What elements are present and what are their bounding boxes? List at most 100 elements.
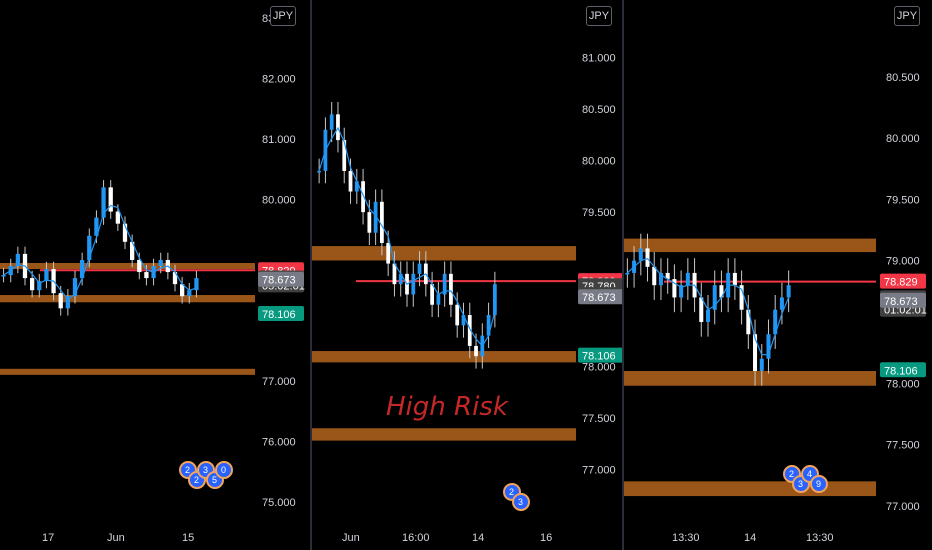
price-tag: 78.673 xyxy=(582,292,616,304)
candle-body xyxy=(461,315,466,326)
candle-body xyxy=(732,272,737,286)
event-badge-label: 3 xyxy=(518,497,523,507)
candle-body xyxy=(705,309,711,322)
candle-body xyxy=(398,273,403,285)
candle-body xyxy=(492,284,497,316)
y-axis-tick: 81.000 xyxy=(582,53,616,65)
y-axis-tick: 80.000 xyxy=(262,194,296,206)
supply-demand-zone xyxy=(0,368,255,375)
y-axis-tick: 76.000 xyxy=(262,436,296,448)
candle-body xyxy=(87,235,92,260)
event-badge xyxy=(810,475,828,493)
price-tag: 78.673 xyxy=(262,275,296,287)
candle-body xyxy=(719,285,724,298)
currency-label[interactable]: JPY xyxy=(586,6,612,26)
candle-body xyxy=(759,358,764,372)
candle-body xyxy=(739,285,744,310)
candle-body xyxy=(37,281,42,291)
event-badge-label: 2 xyxy=(509,487,514,497)
candle-body xyxy=(685,272,690,286)
candle-body xyxy=(430,284,434,305)
candle-body xyxy=(194,278,199,291)
price-tag: 78.829 xyxy=(884,277,918,289)
candle-body xyxy=(94,217,99,236)
event-badge-label: 9 xyxy=(816,479,821,489)
candle-body xyxy=(779,297,784,310)
event-badge-label: 2 xyxy=(194,475,199,485)
candle-body xyxy=(449,273,453,305)
candle-body xyxy=(746,309,751,335)
y-axis-tick: 80.000 xyxy=(886,133,920,145)
candle-body xyxy=(467,315,472,346)
price-tag-bg xyxy=(880,292,926,308)
event-badge-label: 2 xyxy=(185,465,190,475)
y-axis-tick: 79.000 xyxy=(886,256,920,268)
x-axis-tick: 13:30 xyxy=(806,532,834,544)
y-axis-tick: 77.500 xyxy=(886,440,920,452)
currency-label[interactable]: JPY xyxy=(894,6,920,26)
x-axis-tick: 17 xyxy=(42,532,54,544)
x-axis-tick: 14 xyxy=(472,532,484,544)
y-axis-tick: 80.000 xyxy=(582,156,616,168)
price-tag: 78.106 xyxy=(582,351,616,363)
candle-body xyxy=(373,201,378,233)
event-badge-label: 3 xyxy=(203,465,208,475)
candle-body xyxy=(455,304,460,326)
candle-body xyxy=(474,345,478,357)
y-axis-tick: 82.000 xyxy=(262,74,296,86)
x-axis-tick: 15 xyxy=(182,532,194,544)
event-badge xyxy=(512,493,530,511)
candle-body xyxy=(645,248,650,267)
x-axis-tick: 16 xyxy=(540,532,552,544)
candle-body xyxy=(65,296,70,309)
y-axis-tick: 77.000 xyxy=(262,376,296,388)
candle-body xyxy=(786,285,791,298)
moving-average-line xyxy=(318,126,496,347)
x-axis-tick: 14 xyxy=(744,532,756,544)
y-axis-tick: 81.000 xyxy=(262,134,296,146)
price-tag-bg xyxy=(578,289,622,305)
candle-body xyxy=(753,334,758,372)
y-axis-tick: 80.500 xyxy=(886,72,920,84)
candle-body xyxy=(652,266,657,286)
price-chart-2[interactable]: 81.000 80.500 80.000 79.500 78.000 77.500 77.0… xyxy=(312,0,622,550)
candle-body xyxy=(101,187,106,218)
candle-body xyxy=(411,273,416,295)
candle-body xyxy=(354,181,359,192)
candle-body xyxy=(386,242,391,264)
supply-demand-zone xyxy=(624,371,876,386)
price-tag-bg xyxy=(880,273,926,289)
candle-body xyxy=(58,293,63,309)
y-axis-tick: 75.000 xyxy=(262,497,296,509)
x-axis-tick: 13:30 xyxy=(672,532,700,544)
candle-body xyxy=(122,223,128,242)
pane-divider[interactable] xyxy=(622,0,624,550)
currency-label[interactable]: JPY xyxy=(270,6,296,26)
price-tag: 78.106 xyxy=(884,365,918,377)
candle-body xyxy=(625,272,630,275)
price-tag-bg xyxy=(258,306,304,322)
event-badge xyxy=(215,461,233,479)
chart-pane-3[interactable]: 80.500 80.000 79.500 79.000 78.000 77.500 77.0… xyxy=(624,0,932,550)
x-axis-tick: 16:00 xyxy=(402,532,430,544)
candle-body xyxy=(773,309,778,335)
candle-body xyxy=(679,285,684,298)
chart-pane-2[interactable]: 81.000 80.500 80.000 79.500 78.000 77.500 77.0… xyxy=(312,0,622,550)
candle-body xyxy=(137,259,142,273)
price-chart-1[interactable]: 83.00082.00081.00080.00077.00076.00075.0… xyxy=(0,0,310,550)
supply-demand-zone xyxy=(312,351,576,363)
price-tag-bg xyxy=(258,271,304,287)
event-badge-label: 5 xyxy=(212,475,217,485)
candle-body xyxy=(172,272,178,285)
event-badge-label: 4 xyxy=(807,469,812,479)
chart-pane-1[interactable]: 83.00082.00081.00080.00077.00076.00075.0… xyxy=(0,0,310,550)
candle-body xyxy=(417,263,422,274)
candle-body xyxy=(180,284,185,297)
candle-body xyxy=(392,263,397,285)
pane-divider[interactable] xyxy=(310,0,312,550)
candle-body xyxy=(665,272,670,280)
candle-body xyxy=(144,272,149,279)
candle-body xyxy=(317,170,322,173)
y-axis-tick: 77.000 xyxy=(582,464,616,476)
price-chart-3[interactable]: 80.500 80.000 79.500 79.000 78.000 77.500 77.0… xyxy=(624,0,932,550)
